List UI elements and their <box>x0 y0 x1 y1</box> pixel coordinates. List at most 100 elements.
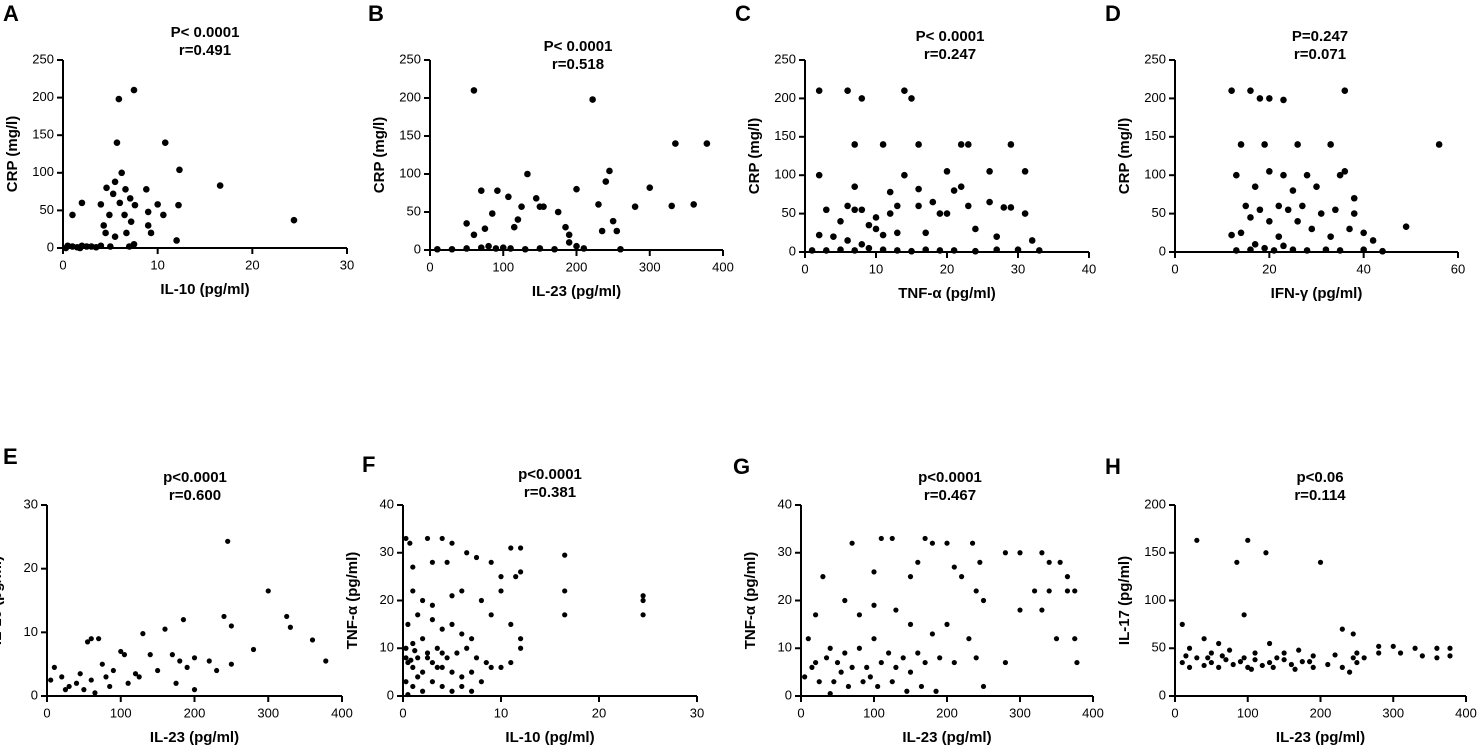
point <box>1002 659 1009 666</box>
point <box>130 86 138 94</box>
x-tick-label: 200 <box>1310 705 1332 720</box>
point <box>1046 559 1052 565</box>
subtitle: r=0.600 <box>169 487 221 504</box>
subtitle: r=0.518 <box>552 56 604 73</box>
x-axis-label: IFN-γ (pg/ml) <box>1271 285 1363 302</box>
point <box>1354 659 1360 666</box>
y-axis-label: IL-10 (pg/ml) <box>0 556 5 645</box>
point <box>1183 653 1189 659</box>
point <box>838 669 844 675</box>
point <box>894 229 901 237</box>
x-tick-label: 10 <box>869 261 883 276</box>
point <box>540 203 547 210</box>
point <box>439 650 445 656</box>
point <box>957 141 965 148</box>
point <box>81 687 87 693</box>
point <box>106 211 113 219</box>
point <box>858 241 866 248</box>
point <box>609 217 617 225</box>
panel-label: D <box>1105 1 1121 26</box>
point <box>1299 659 1305 665</box>
point <box>424 655 431 661</box>
point <box>944 621 950 627</box>
y-tick-label: 30 <box>380 544 394 559</box>
point <box>1317 559 1324 565</box>
point <box>672 140 679 147</box>
point <box>1360 229 1367 237</box>
point <box>1247 87 1254 95</box>
x-axis-label: IL-10 (pg/ml) <box>505 729 594 746</box>
point <box>176 166 183 174</box>
panel-label: G <box>733 454 750 479</box>
point <box>837 217 844 225</box>
subtitle: r=0.071 <box>1294 46 1346 63</box>
point <box>1275 233 1283 240</box>
point <box>879 231 887 239</box>
point <box>1186 664 1193 670</box>
point <box>62 687 69 693</box>
point <box>459 683 465 690</box>
point <box>617 245 624 253</box>
point <box>1053 636 1060 642</box>
point <box>265 588 271 594</box>
point <box>420 688 426 694</box>
point <box>1289 246 1297 253</box>
point <box>1341 87 1349 95</box>
point <box>403 645 409 651</box>
point <box>96 636 102 642</box>
title: P=0.247 <box>1292 28 1348 45</box>
point <box>562 588 568 594</box>
point <box>1266 217 1273 225</box>
y-tick-label: 100 <box>399 165 421 180</box>
y-tick-label: 20 <box>778 592 792 607</box>
panel-label: A <box>3 1 19 26</box>
point <box>823 655 830 661</box>
point <box>1017 550 1023 556</box>
point <box>1325 661 1331 668</box>
point <box>1294 141 1301 148</box>
point <box>184 664 190 670</box>
y-tick-label: 200 <box>399 89 421 104</box>
point <box>478 597 484 604</box>
point <box>1228 87 1235 95</box>
point <box>878 659 884 666</box>
point <box>886 650 892 656</box>
y-axis-label: CRP (mg/l) <box>746 118 763 194</box>
y-tick-label: 250 <box>32 51 54 66</box>
point <box>191 655 198 661</box>
x-tick-label: 30 <box>340 257 354 272</box>
point <box>646 184 654 191</box>
x-tick-label: 100 <box>863 705 885 720</box>
point <box>132 671 139 677</box>
point <box>878 535 884 542</box>
subtitle: r=0.491 <box>179 42 231 59</box>
point <box>851 183 858 191</box>
panel-label: F <box>362 452 375 477</box>
point <box>225 538 231 544</box>
x-tick-label: 0 <box>1171 261 1178 276</box>
y-tick-label: 20 <box>380 592 394 607</box>
point <box>459 588 465 594</box>
y-axis-label: IL-17 (pg/ml) <box>1116 556 1133 645</box>
point <box>554 208 562 216</box>
point <box>154 201 161 208</box>
point <box>1274 655 1280 661</box>
point <box>518 545 524 551</box>
point <box>147 229 155 237</box>
point <box>62 244 70 252</box>
title: P< 0.0001 <box>916 28 985 45</box>
point <box>84 639 91 645</box>
point <box>449 540 455 546</box>
point <box>1266 95 1273 102</box>
point <box>1447 653 1453 659</box>
point <box>640 593 646 599</box>
point <box>1350 655 1356 661</box>
point <box>977 559 983 565</box>
point <box>1361 655 1367 661</box>
y-tick-label: 30 <box>24 496 38 511</box>
point <box>808 247 816 254</box>
point <box>851 141 858 148</box>
point <box>915 141 922 148</box>
